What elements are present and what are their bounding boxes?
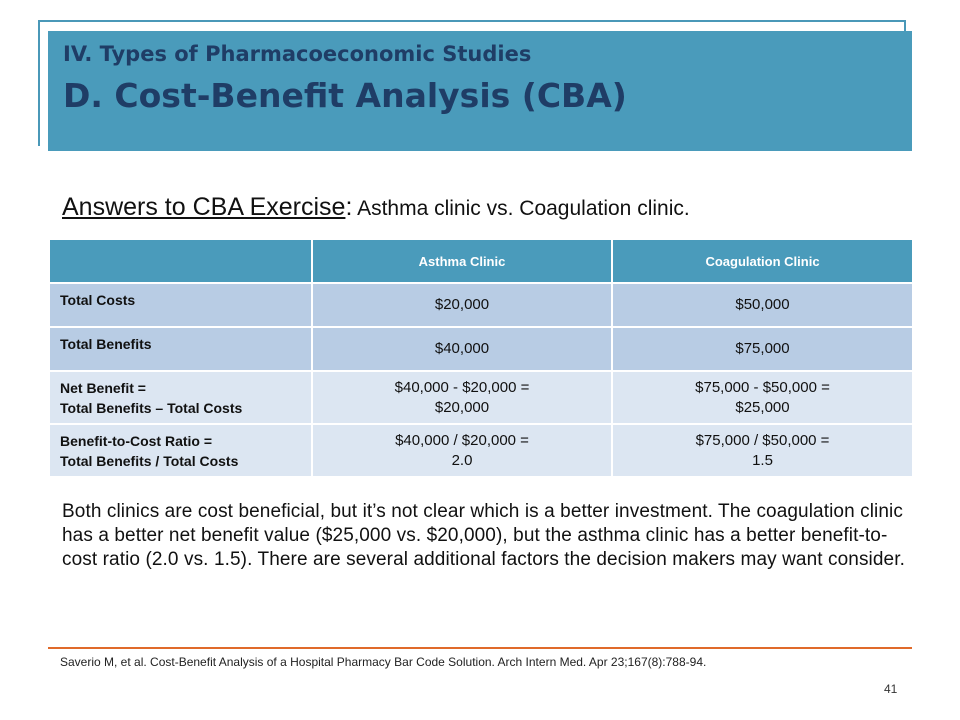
frame-right-line: [904, 20, 906, 36]
row-label-line: Total Benefits – Total Costs: [60, 399, 243, 416]
row-label: Net Benefit = Total Benefits – Total Cost…: [50, 370, 313, 424]
frame-left-line: [38, 20, 40, 146]
table-header-row: Asthma Clinic Coagulation Clinic: [50, 240, 912, 283]
subtitle-underlined: Answers to CBA Exercise: [62, 193, 346, 221]
subtitle-colon: :: [345, 193, 353, 221]
cba-table: Asthma Clinic Coagulation Clinic Total C…: [50, 240, 912, 476]
table-row: Total Benefits $40,000 $75,000: [50, 326, 912, 371]
table-row: Total Costs $20,000 $50,000: [50, 282, 912, 327]
page-number: 41: [884, 682, 898, 696]
cell-line: $25,000: [735, 398, 790, 416]
cell-line: $20,000: [434, 296, 490, 313]
footer-divider: [48, 647, 912, 649]
conclusion-paragraph: Both clinics are cost beneficial, but it…: [62, 501, 905, 570]
row-label-line: Total Costs: [60, 292, 136, 308]
header-slide-title: D. Cost-Benefit Analysis (CBA): [63, 76, 627, 115]
slide-header: IV. Types of Pharmacoeconomic Studies D.…: [48, 31, 912, 151]
row-label: Benefit-to-Cost Ratio = Total Benefits / …: [50, 423, 313, 476]
subtitle-rest: Asthma clinic vs. Coagulation clinic.: [352, 197, 690, 220]
asthma-cell: $40,000 - $20,000 = $20,000: [312, 370, 613, 424]
cell-line: $75,000: [735, 340, 790, 357]
row-label-line: Total Benefits / Total Costs: [60, 452, 239, 469]
header-cell-empty: [50, 240, 313, 283]
table-row: Net Benefit = Total Benefits – Total Cost…: [50, 370, 912, 424]
cell-line: $40,000 - $20,000 =: [394, 378, 530, 396]
cell-line: 1.5: [752, 451, 773, 469]
asthma-cell: $40,000: [312, 326, 613, 371]
coagulation-cell: $75,000 / $50,000 = 1.5: [612, 423, 912, 476]
row-label: Total Benefits: [50, 326, 313, 371]
asthma-cell: $20,000: [312, 282, 613, 327]
coagulation-cell: $75,000 - $50,000 = $25,000: [612, 370, 912, 424]
cell-line: 2.0: [451, 451, 473, 469]
row-label-line: Benefit-to-Cost Ratio =: [60, 432, 213, 449]
table-row: Benefit-to-Cost Ratio = Total Benefits / …: [50, 423, 912, 476]
cell-line: $75,000 - $50,000 =: [695, 378, 830, 396]
coagulation-cell: $75,000: [612, 326, 912, 371]
cell-line: $75,000 / $50,000 =: [695, 431, 830, 449]
cell-line: $40,000: [434, 340, 490, 357]
header-cell-coagulation: Coagulation Clinic: [612, 240, 912, 283]
row-label-line: Net Benefit =: [60, 379, 146, 396]
header-cell-asthma: Asthma Clinic: [312, 240, 613, 283]
row-label-line: Total Benefits: [60, 336, 152, 352]
cell-line: $20,000: [434, 398, 490, 416]
exercise-subtitle: Answers to CBA Exercise: Asthma clinic v…: [62, 193, 690, 222]
frame-top-line: [38, 20, 906, 22]
cell-line: $40,000 / $20,000 =: [395, 431, 529, 449]
coagulation-cell: $50,000: [612, 282, 912, 327]
reference-citation: Saverio M, et al. Cost-Benefit Analysis …: [60, 655, 707, 669]
header-section-title: IV. Types of Pharmacoeconomic Studies: [63, 42, 532, 66]
row-label: Total Costs: [50, 282, 313, 327]
asthma-cell: $40,000 / $20,000 = 2.0: [312, 423, 613, 476]
cell-line: $50,000: [735, 296, 790, 313]
